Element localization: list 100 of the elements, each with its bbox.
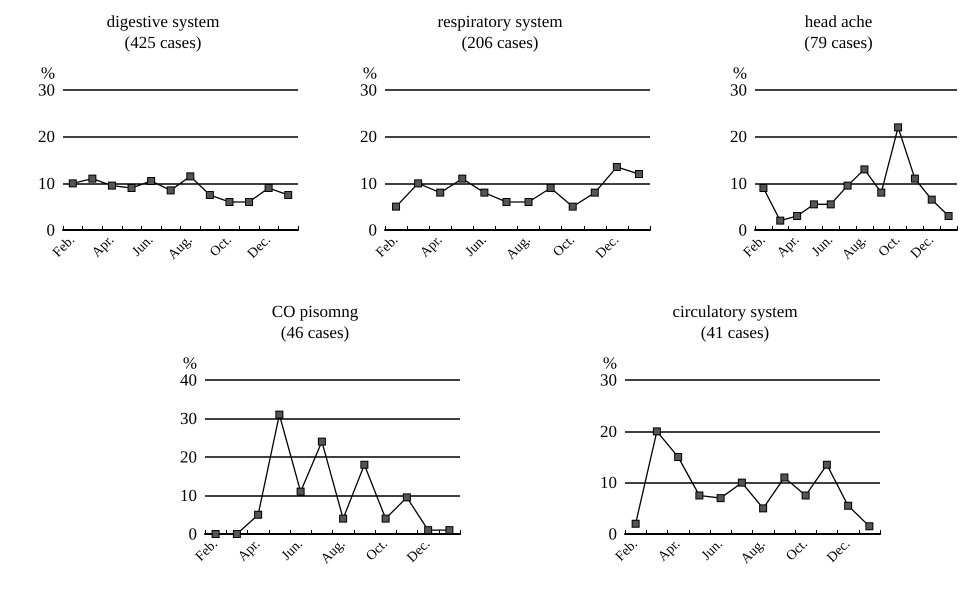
point <box>502 198 510 206</box>
x-tick-label: Dec. <box>593 232 622 262</box>
x-tick-label: Dec. <box>244 232 274 262</box>
y-tick-label: 20 <box>180 448 197 466</box>
point <box>632 520 640 528</box>
y-axis-title: % <box>602 354 617 373</box>
point <box>128 184 136 192</box>
point <box>232 530 241 538</box>
point <box>546 184 555 192</box>
point <box>826 200 835 208</box>
x-tick-label: Dec. <box>824 536 854 566</box>
point <box>860 165 868 174</box>
point <box>674 453 682 461</box>
x-tick-label: Aug. <box>318 536 348 567</box>
x-tick-label: Apr. <box>656 536 684 565</box>
x-tick-label: Apr. <box>774 232 802 261</box>
point <box>590 188 599 197</box>
point <box>844 502 852 510</box>
point <box>910 174 919 183</box>
point <box>88 174 96 183</box>
y-tick-label: 0 <box>46 220 55 240</box>
x-tick-label: Jun. <box>809 232 836 260</box>
point <box>402 493 411 502</box>
y-tick-label: 20 <box>730 127 747 146</box>
y-tick-label: 0 <box>368 220 377 240</box>
chart-subtitle: (41 cases) <box>700 323 770 342</box>
point <box>275 410 284 419</box>
point <box>695 492 704 500</box>
y-tick-label: 30 <box>180 409 197 428</box>
point <box>225 198 234 206</box>
x-tick-label: Dec. <box>404 536 434 566</box>
y-axis-title: % <box>362 64 377 83</box>
y-axis-title: % <box>40 64 55 83</box>
x-tick-label: Jun. <box>462 232 490 260</box>
point <box>944 212 953 220</box>
x-tick-label: Oct. <box>207 232 235 260</box>
point <box>780 474 788 482</box>
point <box>480 188 488 197</box>
point <box>738 478 746 487</box>
x-tick-label: Oct. <box>550 232 578 260</box>
y-tick-label: 30 <box>38 80 55 100</box>
x-tick-label: Apr. <box>418 232 446 261</box>
chart-title: CO pisomng <box>272 302 359 321</box>
point <box>360 460 368 469</box>
point <box>524 198 533 206</box>
point <box>296 488 305 496</box>
x-tick-label: Apr. <box>236 536 264 565</box>
y-tick-label: 0 <box>188 524 197 544</box>
y-tick-label: 10 <box>360 174 377 193</box>
y-tick-label: 20 <box>360 127 377 146</box>
x-tick-label: Oct. <box>876 232 904 260</box>
point <box>284 191 292 199</box>
y-tick-label: 10 <box>180 486 197 505</box>
point <box>186 172 194 180</box>
point <box>108 182 116 190</box>
point <box>877 188 886 197</box>
x-tick-label: Jun. <box>130 232 156 260</box>
y-tick-label: 20 <box>38 127 55 146</box>
chart-title: digestive system <box>106 12 220 31</box>
x-tick-label: Aug. <box>840 232 870 263</box>
point <box>166 186 175 194</box>
y-tick-label: 10 <box>600 473 617 492</box>
y-tick-label: 10 <box>730 174 747 193</box>
point <box>212 530 220 538</box>
point <box>458 174 466 183</box>
y-axis-title: % <box>182 354 197 373</box>
y-tick-label: 40 <box>180 370 197 390</box>
chart-subtitle: (79 cases) <box>804 33 873 52</box>
y-tick-label: 30 <box>360 80 377 100</box>
point <box>793 212 802 220</box>
point <box>844 182 852 190</box>
point <box>382 514 390 523</box>
x-tick-label: Aug. <box>165 232 196 263</box>
point <box>264 184 273 192</box>
point <box>802 492 810 500</box>
y-axis-title: % <box>732 64 747 83</box>
point <box>865 522 874 530</box>
y-tick-label: 20 <box>600 422 617 441</box>
point <box>318 438 326 446</box>
point <box>254 510 262 519</box>
point <box>776 216 784 225</box>
point <box>759 504 768 512</box>
chart-title: circulatory system <box>672 302 798 321</box>
chart-subtitle: (206 cases) <box>462 33 538 52</box>
y-tick-label: 0 <box>738 220 747 240</box>
point <box>810 200 818 208</box>
point <box>568 202 577 211</box>
point <box>392 202 400 211</box>
y-tick-label: 10 <box>38 174 55 193</box>
x-tick-label: Aug. <box>738 536 768 567</box>
point <box>436 188 444 197</box>
chart-subtitle: (46 cases) <box>280 323 350 342</box>
point <box>652 427 661 436</box>
x-tick-label: Jun. <box>279 536 306 564</box>
x-tick-label: Oct. <box>364 536 391 564</box>
chart-subtitle: (425 cases) <box>124 33 202 52</box>
x-tick-label: Jun. <box>699 536 726 564</box>
x-tick-label: Aug. <box>504 232 534 263</box>
point <box>634 170 643 178</box>
point <box>414 179 422 188</box>
